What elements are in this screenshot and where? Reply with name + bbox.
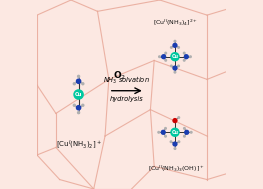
Text: Cu: Cu xyxy=(171,130,179,135)
Circle shape xyxy=(174,71,176,74)
Text: O$_2$: O$_2$ xyxy=(113,70,126,82)
Text: [Cu$^{II}$(NH$_3$)$_4$]$^{2+}$: [Cu$^{II}$(NH$_3$)$_4$]$^{2+}$ xyxy=(154,18,198,28)
Circle shape xyxy=(76,78,82,84)
Circle shape xyxy=(81,82,84,85)
Circle shape xyxy=(73,104,76,107)
Circle shape xyxy=(161,54,166,59)
Circle shape xyxy=(164,135,167,138)
Text: [Cu$^{II}$(NH$_3$)$_3$(OH)]$^+$: [Cu$^{II}$(NH$_3$)$_3$(OH)]$^+$ xyxy=(148,164,204,174)
Circle shape xyxy=(183,59,186,62)
Circle shape xyxy=(190,131,193,134)
Circle shape xyxy=(170,46,173,49)
Circle shape xyxy=(77,111,80,114)
Circle shape xyxy=(177,64,180,67)
Circle shape xyxy=(184,54,189,59)
Circle shape xyxy=(183,135,186,138)
Text: Cu: Cu xyxy=(171,54,179,59)
Circle shape xyxy=(157,131,160,134)
Circle shape xyxy=(177,116,180,119)
Circle shape xyxy=(172,141,178,147)
Circle shape xyxy=(170,64,173,67)
Circle shape xyxy=(170,52,180,61)
Circle shape xyxy=(81,104,84,107)
Text: [Cu$^I$(NH$_3$)$_2$]$^+$: [Cu$^I$(NH$_3$)$_2$]$^+$ xyxy=(56,138,102,151)
Circle shape xyxy=(172,65,178,71)
Circle shape xyxy=(73,82,76,85)
Circle shape xyxy=(177,46,180,49)
Circle shape xyxy=(161,130,166,135)
Circle shape xyxy=(184,130,189,135)
Circle shape xyxy=(172,43,178,48)
Circle shape xyxy=(77,75,80,78)
Circle shape xyxy=(164,52,167,55)
Circle shape xyxy=(164,127,167,130)
Circle shape xyxy=(177,140,180,143)
Circle shape xyxy=(73,89,84,100)
Circle shape xyxy=(174,147,176,150)
Circle shape xyxy=(170,128,180,137)
Circle shape xyxy=(76,105,82,111)
Circle shape xyxy=(183,127,186,130)
Circle shape xyxy=(172,118,178,123)
Circle shape xyxy=(164,59,167,62)
Text: hydrolysis: hydrolysis xyxy=(110,96,144,102)
Text: Cu: Cu xyxy=(75,92,82,97)
Circle shape xyxy=(183,52,186,55)
Circle shape xyxy=(170,140,173,143)
Circle shape xyxy=(189,55,192,58)
Circle shape xyxy=(158,55,161,58)
Text: $NH_3$ solvation: $NH_3$ solvation xyxy=(103,75,150,86)
Circle shape xyxy=(174,40,176,43)
